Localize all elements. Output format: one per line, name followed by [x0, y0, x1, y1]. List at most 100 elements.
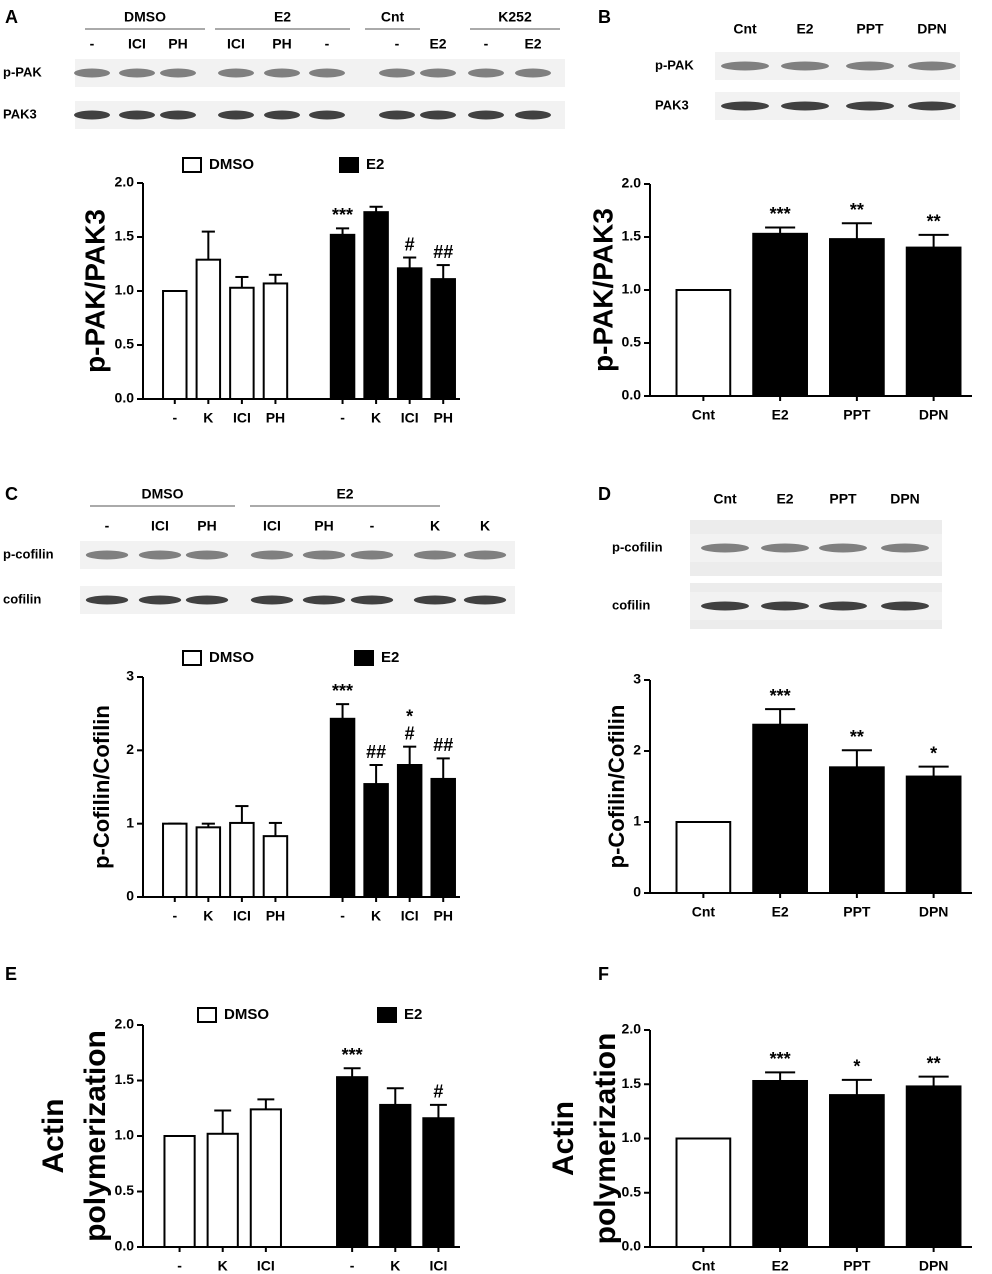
- y-tick-label: 1.5: [115, 228, 135, 244]
- lane-label: -: [395, 36, 400, 52]
- y-tick-label: 2.0: [622, 1021, 642, 1037]
- significance-label: ***: [770, 204, 791, 224]
- row-label: cofilin: [3, 591, 41, 606]
- blot-band: [264, 110, 300, 120]
- blot-band: [185, 550, 229, 560]
- lane-label: -: [484, 36, 489, 52]
- x-tick-label: DPN: [919, 904, 949, 920]
- x-tick-label: PH: [266, 410, 285, 426]
- x-tick-label: ICI: [233, 410, 251, 426]
- legend-swatch: [182, 157, 202, 173]
- y-tick-label: 0.0: [622, 387, 642, 403]
- bar: [752, 723, 808, 894]
- bar: [430, 777, 456, 899]
- significance-label: #: [405, 723, 415, 743]
- blot-band: [74, 110, 110, 120]
- bar: [422, 1117, 455, 1248]
- x-tick-label: -: [172, 410, 177, 426]
- y-tick-label: 0.5: [622, 334, 642, 350]
- bar: [675, 289, 732, 397]
- bar: [162, 290, 188, 400]
- row-label: p-cofilin: [612, 539, 663, 554]
- lane-label: ICI: [151, 518, 169, 534]
- y-tick-label: 0: [126, 888, 134, 904]
- y-tick-label: 0.5: [622, 1183, 642, 1199]
- bar: [675, 1137, 732, 1248]
- y-axis-label: p-Cofilin/Cofilin: [89, 705, 114, 869]
- x-tick-label: PPT: [843, 904, 871, 920]
- bar: [396, 764, 423, 898]
- blot-band: [781, 61, 829, 71]
- y-tick-label: 2.0: [115, 1016, 135, 1032]
- lane-label: DPN: [890, 491, 920, 507]
- y-tick-label: 0.0: [622, 1238, 642, 1254]
- bar: [336, 1076, 369, 1249]
- y-tick-label: 2: [126, 741, 134, 757]
- blot-band: [302, 550, 346, 560]
- bar: [752, 1079, 808, 1248]
- y-tick-label: 2.0: [115, 174, 135, 190]
- blot-band: [701, 601, 749, 611]
- x-tick-label: ICI: [257, 1258, 275, 1274]
- x-tick-label: K: [218, 1258, 228, 1274]
- lane-label: -: [370, 518, 375, 534]
- significance-label: ***: [332, 681, 353, 701]
- blot-band: [515, 110, 551, 120]
- significance-label: #: [405, 234, 415, 254]
- bar: [329, 233, 356, 400]
- row-label: PAK3: [655, 97, 689, 112]
- group-label: Cnt: [381, 9, 405, 25]
- blot-band: [761, 601, 809, 611]
- significance-label: ***: [770, 686, 791, 706]
- row-label: cofilin: [612, 597, 650, 612]
- row-label: p-cofilin: [3, 546, 54, 561]
- bar: [829, 1094, 885, 1248]
- blot-band: [468, 68, 504, 78]
- blot-band: [185, 595, 229, 605]
- x-tick-label: K: [203, 410, 213, 426]
- blot-band: [85, 595, 129, 605]
- y-axis-label: p-PAK/PAK3: [79, 209, 110, 373]
- x-tick-label: ICI: [429, 1258, 447, 1274]
- x-tick-label: PH: [433, 908, 452, 924]
- y-axis-label: Actin: [37, 1099, 70, 1174]
- bar: [675, 821, 732, 894]
- x-tick-label: E2: [772, 904, 789, 920]
- y-axis-label: polymerization: [79, 1030, 112, 1242]
- lane-label: -: [90, 36, 95, 52]
- panel-label: B: [598, 7, 611, 27]
- significance-label: ##: [433, 735, 453, 755]
- y-tick-label: 3: [126, 668, 134, 684]
- bar: [363, 783, 389, 898]
- x-tick-label: -: [177, 1258, 182, 1274]
- significance-label: **: [927, 212, 941, 232]
- blot-band: [85, 550, 129, 560]
- y-tick-label: 1.5: [622, 228, 642, 244]
- blot-band: [250, 595, 294, 605]
- blot-band: [846, 101, 894, 111]
- blot-band: [846, 61, 894, 71]
- significance-label: *: [930, 743, 937, 763]
- significance-label: ##: [433, 242, 453, 262]
- lane-label: ICI: [263, 518, 281, 534]
- lane-label: PH: [272, 36, 291, 52]
- blot-band: [463, 550, 507, 560]
- blot-band: [420, 110, 456, 120]
- x-tick-label: E2: [772, 1258, 789, 1274]
- blot-band: [908, 61, 956, 71]
- blot-band: [515, 68, 551, 78]
- x-tick-label: -: [340, 908, 345, 924]
- blot-band: [413, 595, 457, 605]
- x-tick-label: Cnt: [692, 1258, 716, 1274]
- y-tick-label: 3: [633, 671, 641, 687]
- x-tick-label: K: [390, 1258, 400, 1274]
- blot-band: [463, 595, 507, 605]
- blot-band: [264, 68, 300, 78]
- lane-label: PH: [314, 518, 333, 534]
- bar: [396, 267, 423, 400]
- y-tick-label: 0.5: [115, 1182, 135, 1198]
- x-tick-label: ICI: [401, 410, 419, 426]
- group-label: E2: [274, 9, 291, 25]
- x-tick-label: ICI: [233, 908, 251, 924]
- bar: [262, 282, 289, 400]
